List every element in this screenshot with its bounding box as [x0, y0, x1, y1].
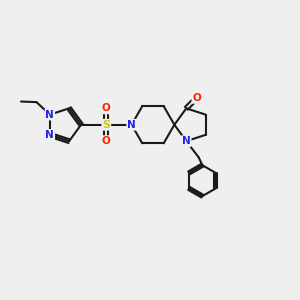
Text: N: N	[182, 136, 191, 146]
Text: N: N	[46, 110, 54, 120]
Text: O: O	[102, 136, 111, 146]
Text: S: S	[102, 120, 110, 130]
Text: N: N	[46, 130, 54, 140]
Text: O: O	[192, 93, 201, 103]
Text: O: O	[102, 103, 111, 113]
Text: N: N	[127, 120, 136, 130]
